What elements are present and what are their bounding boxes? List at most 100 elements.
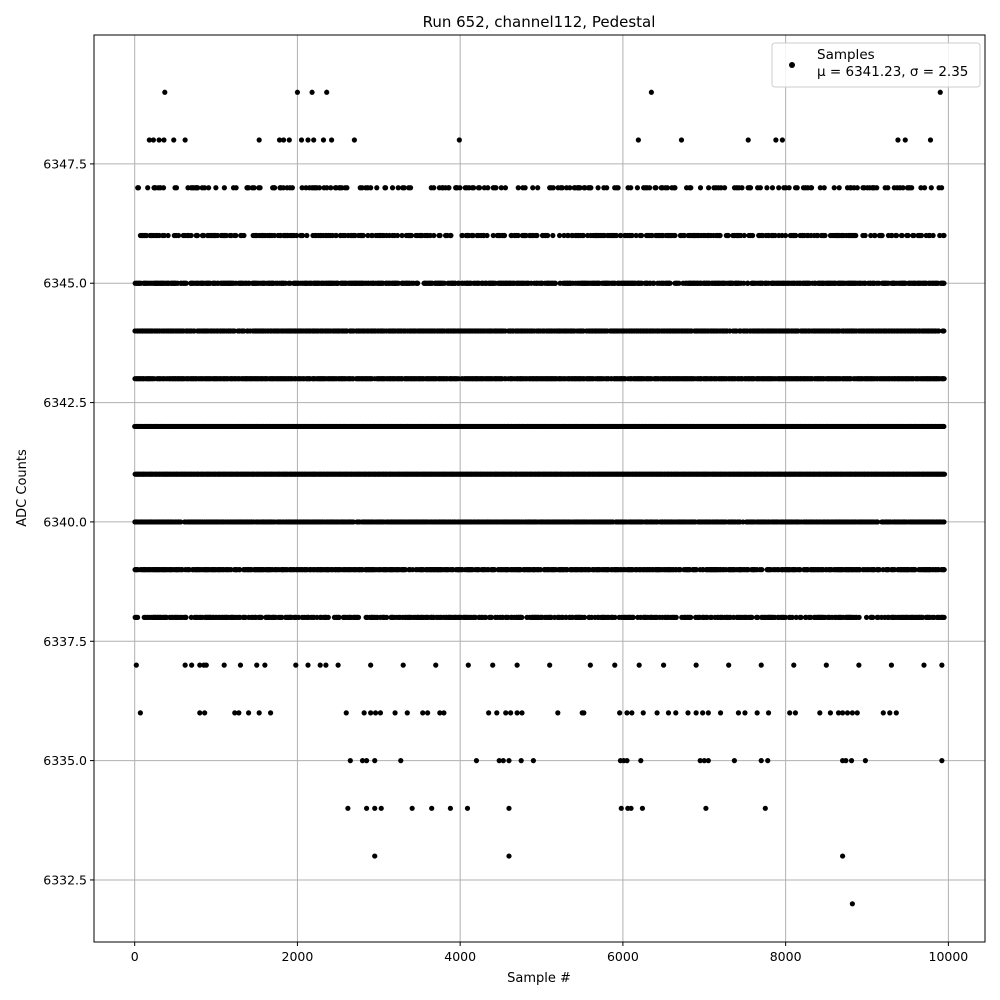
data-point (500, 758, 506, 764)
data-point (765, 758, 771, 764)
data-point (276, 137, 283, 143)
data-point (355, 614, 362, 620)
data-point (363, 805, 370, 811)
data-point (693, 710, 699, 716)
data-point (359, 758, 366, 764)
data-point (178, 519, 184, 525)
data-point (494, 710, 500, 716)
data-point (665, 710, 672, 716)
data-point (797, 567, 803, 573)
data-point (323, 662, 329, 668)
data-point (441, 710, 447, 716)
data-point (742, 710, 748, 716)
data-point (189, 662, 195, 668)
data-point (555, 710, 561, 716)
data-point (343, 710, 349, 716)
data-point (731, 758, 737, 764)
data-point (491, 567, 498, 573)
data-point (203, 662, 209, 668)
data-point (844, 710, 851, 716)
data-point (384, 614, 390, 620)
data-point (849, 901, 855, 907)
data-point (798, 614, 804, 620)
data-point (792, 710, 799, 716)
data-point (519, 710, 525, 716)
data-point (700, 710, 706, 716)
data-point (202, 710, 208, 716)
data-point (182, 662, 188, 668)
data-point (447, 805, 453, 811)
data-point (939, 758, 945, 764)
data-point (465, 662, 471, 668)
data-point (759, 567, 765, 573)
data-point (156, 137, 162, 143)
data-point (134, 614, 141, 620)
scatter-points (132, 89, 948, 907)
data-point (705, 710, 711, 716)
data-point (856, 614, 862, 620)
data-point (765, 710, 772, 716)
grid-lines (94, 35, 985, 942)
data-point (648, 89, 654, 95)
data-point (378, 805, 384, 811)
data-point (182, 137, 188, 143)
data-point (581, 710, 587, 716)
data-point (762, 805, 768, 811)
data-point (703, 805, 709, 811)
data-point (779, 137, 785, 143)
data-point (162, 89, 168, 95)
data-point (912, 567, 918, 573)
data-point (514, 710, 520, 716)
data-point (456, 137, 462, 143)
data-point (758, 662, 764, 668)
data-point (941, 567, 947, 573)
data-point (773, 137, 779, 143)
data-point (325, 614, 331, 620)
data-point (638, 758, 644, 764)
data-point (335, 662, 341, 668)
data-point (862, 758, 868, 764)
data-point (377, 710, 384, 716)
data-point (256, 710, 262, 716)
data-point (635, 137, 641, 143)
data-point (345, 805, 351, 811)
data-point (518, 758, 524, 764)
data-point (937, 89, 943, 95)
data-point (754, 710, 760, 716)
data-point (237, 662, 244, 668)
data-point (409, 805, 415, 811)
data-point (941, 471, 948, 477)
data-point (618, 805, 624, 811)
data-point (429, 805, 435, 811)
data-point (843, 758, 849, 764)
data-point (150, 137, 156, 143)
data-point (880, 710, 886, 716)
data-point (296, 614, 302, 620)
data-point (496, 758, 502, 764)
data-point (324, 89, 330, 95)
data-point (361, 710, 367, 716)
data-point (372, 853, 378, 859)
data-point (893, 710, 899, 716)
data-point (368, 710, 374, 716)
data-point (372, 758, 378, 764)
data-point (791, 662, 797, 668)
data-point (697, 758, 703, 764)
data-point (887, 710, 893, 716)
data-point (941, 519, 947, 525)
data-point (351, 137, 357, 143)
data-point (617, 710, 623, 716)
data-point (464, 805, 471, 811)
data-point (624, 710, 630, 716)
data-point (258, 614, 264, 620)
data-point (161, 137, 167, 143)
data-point (628, 805, 634, 811)
data-point (902, 137, 908, 143)
data-point (246, 710, 252, 716)
data-point (863, 614, 870, 620)
data-point (547, 662, 553, 668)
data-point (146, 137, 152, 143)
data-point (280, 137, 287, 143)
data-point (726, 662, 732, 668)
data-point (654, 710, 660, 716)
